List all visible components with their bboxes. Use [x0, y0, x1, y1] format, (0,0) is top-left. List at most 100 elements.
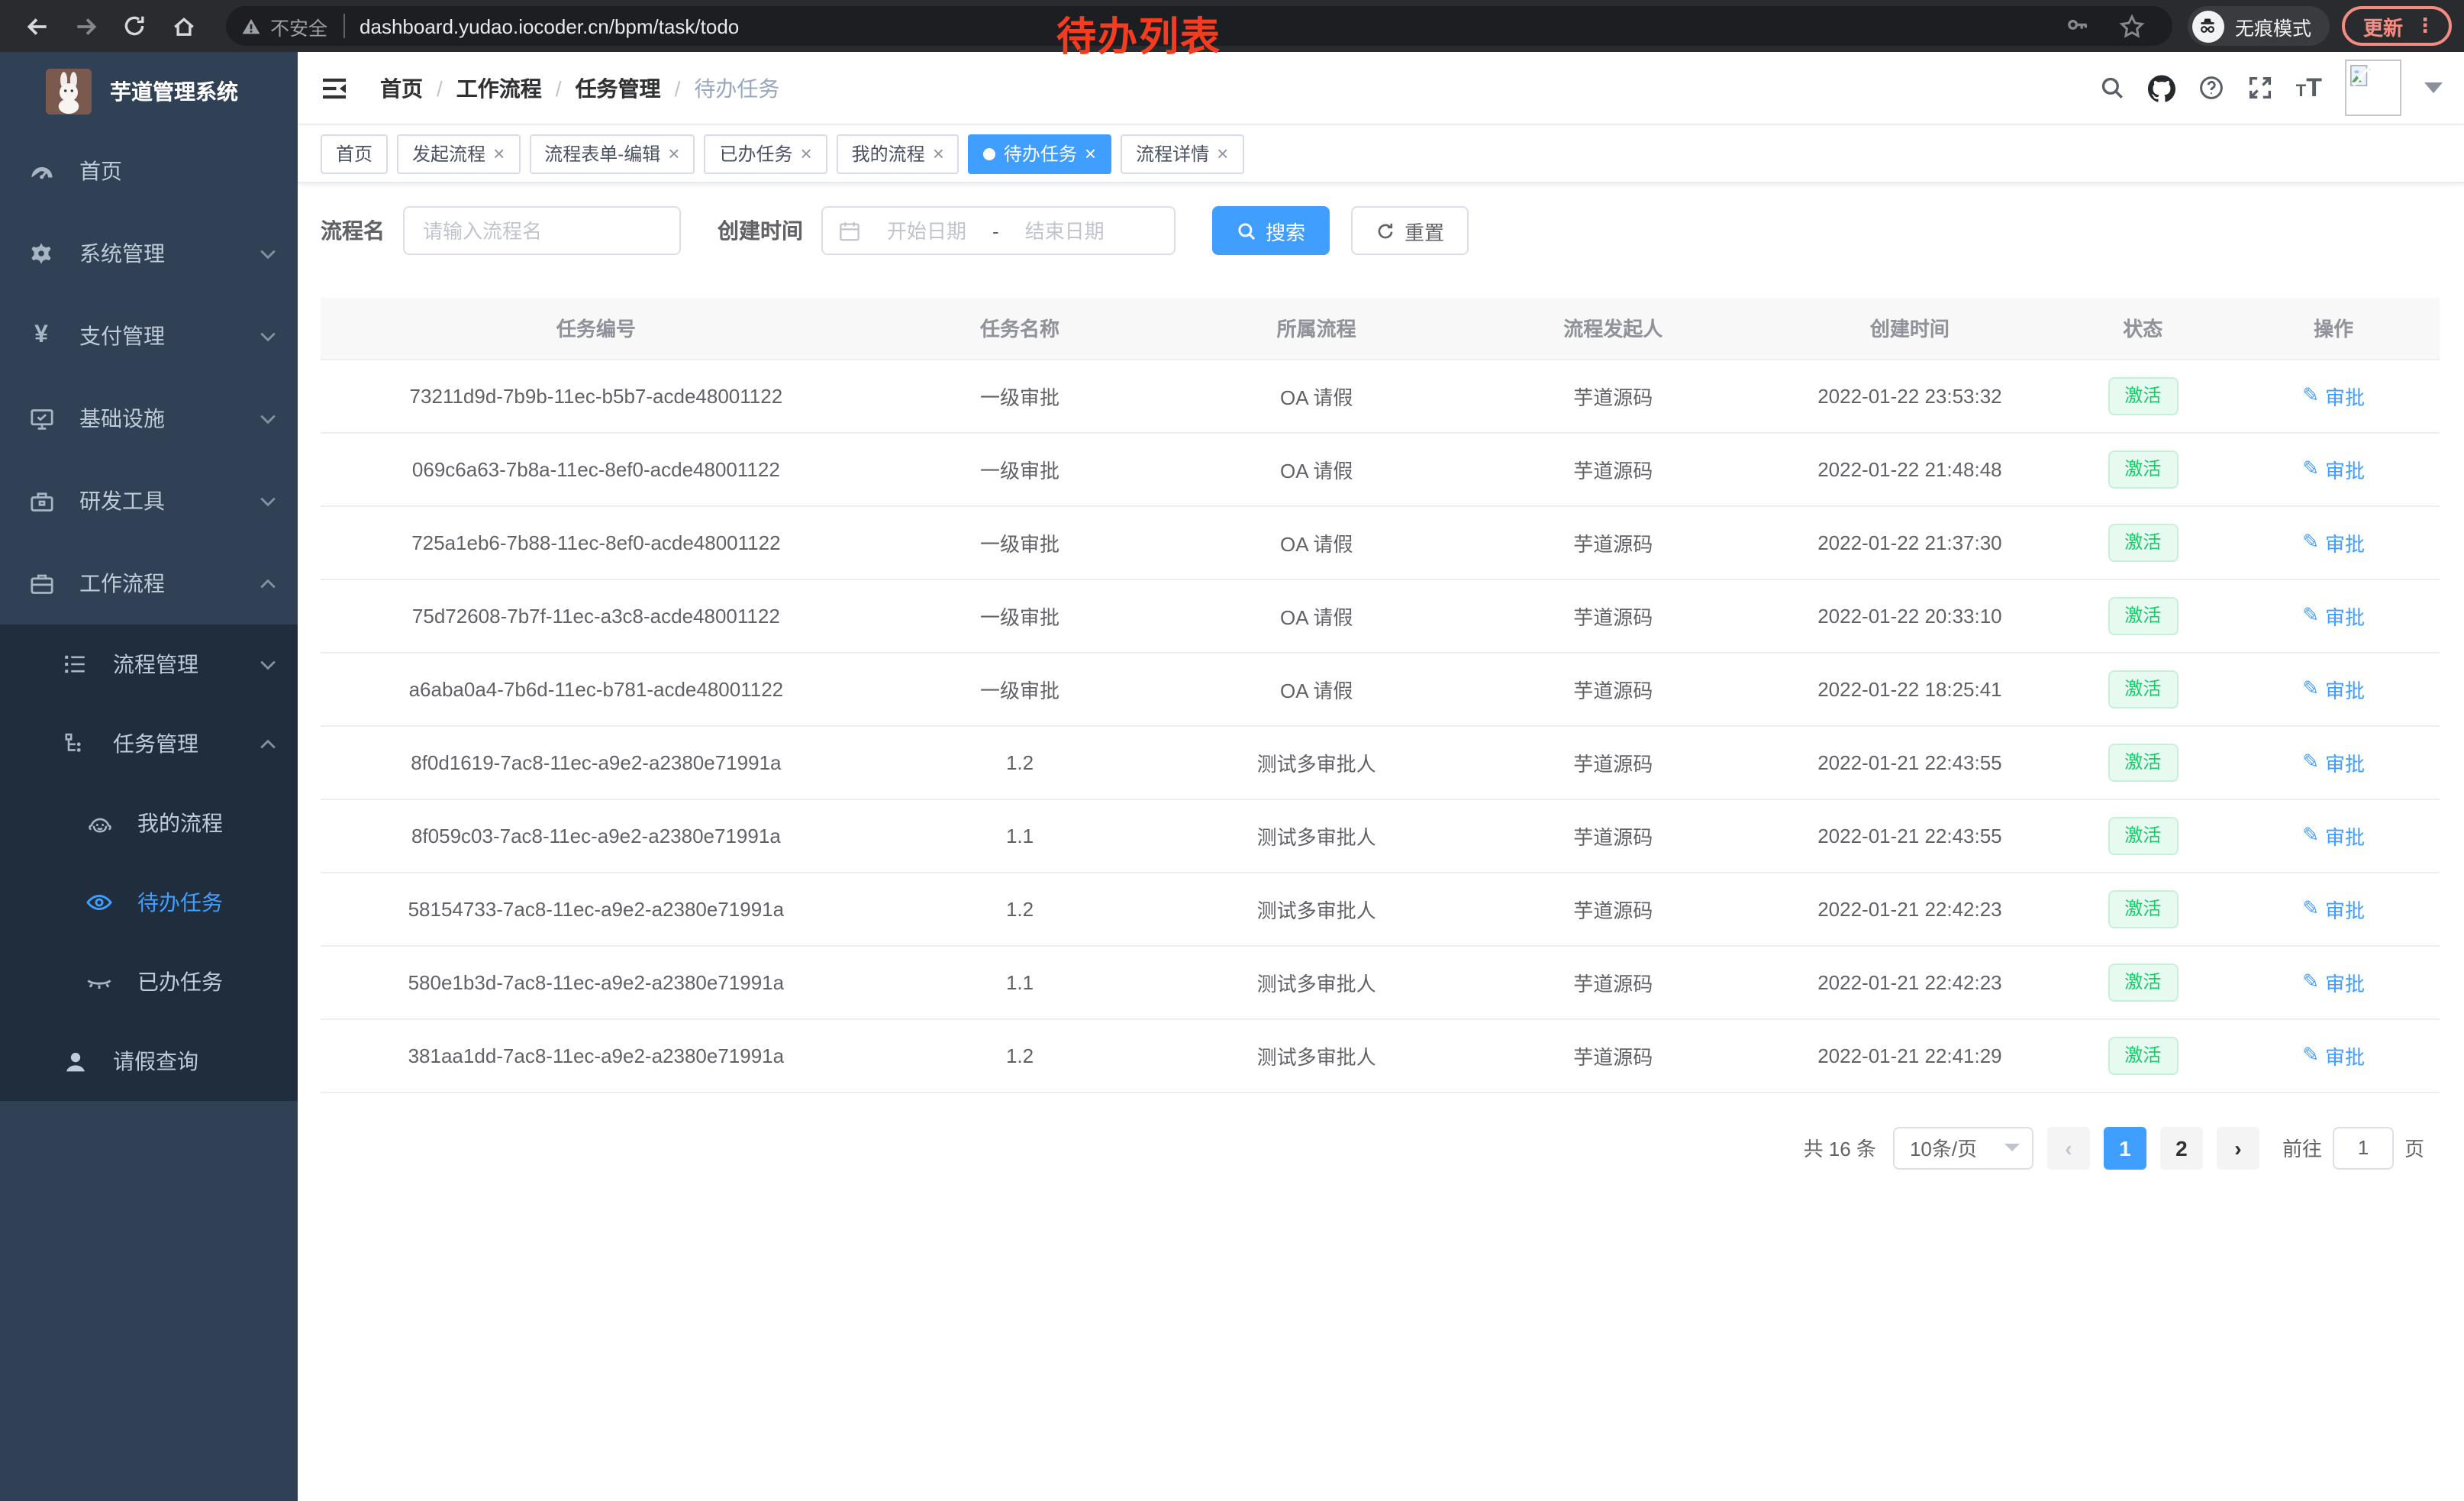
next-page-button[interactable]: ›: [2216, 1126, 2259, 1169]
security-label: 不安全: [270, 18, 328, 39]
app-logo[interactable]: 芋道管理系统: [0, 52, 298, 130]
reload-icon[interactable]: [118, 9, 151, 43]
tab-label: 流程表单-编辑: [544, 144, 661, 165]
sidebar-item-label: 系统管理: [79, 241, 165, 266]
chevron-down-icon: [260, 413, 276, 424]
pencil-icon: ✎: [2302, 603, 2320, 626]
tab-home[interactable]: 首页: [321, 134, 389, 173]
sidebar-item-my-process[interactable]: 我的流程: [0, 783, 298, 863]
back-icon[interactable]: [20, 9, 53, 43]
cell-task-name: 一级审批: [871, 579, 1169, 653]
sidebar-item-home[interactable]: 首页: [0, 130, 298, 212]
cell-starter: 芋道源码: [1465, 799, 1762, 873]
breadcrumb-task-mgmt[interactable]: 任务管理: [575, 76, 661, 100]
sidebar-item-infra[interactable]: 基础设施: [0, 377, 298, 460]
approve-link[interactable]: ✎ 审批: [2302, 454, 2365, 483]
active-dot-icon: [983, 147, 996, 160]
approve-link[interactable]: ✎ 审批: [2302, 1041, 2365, 1070]
cell-task-id: 58154733-7ac8-11ec-a9e2-a2380e71991a: [321, 872, 872, 946]
status-badge: 激活: [2108, 376, 2179, 415]
sidebar-item-system[interactable]: 系统管理: [0, 212, 298, 295]
cell-status: 激活: [2058, 652, 2228, 726]
close-icon[interactable]: ×: [932, 142, 944, 165]
sidebar-item-label: 首页: [79, 159, 122, 183]
update-button[interactable]: 更新 ⋮: [2341, 6, 2452, 46]
tab-todo-tasks[interactable]: 待办任务 ×: [968, 134, 1112, 173]
avatar-dropdown-icon[interactable]: [2424, 82, 2443, 93]
end-date-input[interactable]: [1008, 219, 1121, 242]
approve-link[interactable]: ✎ 审批: [2302, 747, 2365, 776]
approve-link[interactable]: ✎ 审批: [2302, 381, 2365, 410]
close-icon[interactable]: ×: [493, 142, 505, 165]
avatar[interactable]: [2345, 60, 2401, 116]
approve-link[interactable]: ✎ 审批: [2302, 601, 2365, 630]
prev-page-button[interactable]: ‹: [2046, 1126, 2090, 1169]
tab-done-tasks[interactable]: 已办任务 ×: [704, 134, 827, 173]
cell-action: ✎ 审批: [2227, 359, 2440, 433]
close-icon[interactable]: ×: [800, 142, 812, 165]
approve-label: 审批: [2325, 679, 2366, 702]
url-bar[interactable]: 不安全 dashboard.yudao.iocoder.cn/bpm/task/…: [226, 6, 2172, 46]
sidebar-item-done-tasks[interactable]: 已办任务: [0, 942, 298, 1022]
tab-form-edit[interactable]: 流程表单-编辑 ×: [529, 134, 695, 173]
sidebar-item-task-mgmt[interactable]: 任务管理: [0, 704, 298, 783]
security-chip[interactable]: 不安全: [241, 11, 327, 40]
browser-toolbar: 不安全 dashboard.yudao.iocoder.cn/bpm/task/…: [0, 0, 2464, 60]
approve-link[interactable]: ✎ 审批: [2302, 967, 2365, 996]
process-name-input[interactable]: [403, 206, 681, 255]
cell-task-name: 1.2: [871, 725, 1169, 799]
eye-closed-icon: [85, 968, 113, 996]
fullscreen-icon[interactable]: [2247, 75, 2273, 101]
tasks-table: 任务编号 任务名称 所属流程 流程发起人 创建时间 状态 操作 73211d9d…: [321, 298, 2440, 1093]
cell-task-name: 一级审批: [871, 432, 1169, 506]
search-button[interactable]: 搜索: [1212, 206, 1330, 255]
bookmark-star-icon[interactable]: [2116, 9, 2150, 43]
logo-image: [46, 68, 92, 114]
sidebar-item-todo-tasks[interactable]: 待办任务: [0, 863, 298, 942]
cell-status: 激活: [2058, 579, 2228, 653]
approve-link[interactable]: ✎ 审批: [2302, 894, 2365, 923]
close-icon[interactable]: ×: [1084, 142, 1097, 165]
home-icon[interactable]: [166, 9, 200, 43]
tab-process-detail[interactable]: 流程详情 ×: [1121, 134, 1244, 173]
sidebar-collapse-icon[interactable]: [319, 71, 353, 105]
breadcrumb-workflow[interactable]: 工作流程: [456, 76, 542, 100]
approve-link[interactable]: ✎ 审批: [2302, 528, 2365, 557]
help-icon[interactable]: [2198, 75, 2224, 101]
forward-icon[interactable]: [69, 9, 102, 43]
page-button-1[interactable]: 1: [2103, 1126, 2146, 1169]
browser-menu-icon[interactable]: ⋮: [2415, 14, 2435, 37]
status-badge: 激活: [2108, 670, 2179, 708]
breadcrumb-home[interactable]: 首页: [380, 76, 423, 100]
close-icon[interactable]: ×: [668, 142, 680, 165]
sidebar-item-leave-query[interactable]: 请假查询: [0, 1022, 298, 1101]
sidebar-item-devtools[interactable]: 研发工具: [0, 460, 298, 542]
status-badge: 激活: [2108, 596, 2179, 634]
reset-button[interactable]: 重置: [1351, 206, 1469, 255]
close-icon[interactable]: ×: [1217, 142, 1229, 165]
approve-link[interactable]: ✎ 审批: [2302, 821, 2365, 850]
cell-create-time: 2022-01-21 22:43:55: [1761, 725, 2059, 799]
cell-process: OA 请假: [1168, 579, 1465, 653]
page-button-2[interactable]: 2: [2159, 1126, 2203, 1169]
cell-process: 测试多审批人: [1168, 799, 1465, 873]
date-range-picker[interactable]: -: [821, 206, 1176, 255]
cell-starter: 芋道源码: [1465, 432, 1762, 506]
chevron-down-icon: [260, 659, 276, 670]
start-date-input[interactable]: [870, 219, 983, 242]
gauge-icon: [27, 158, 55, 184]
table-row: 8f0d1619-7ac8-11ec-a9e2-a2380e71991a 1.2…: [321, 725, 2440, 799]
page-size-select[interactable]: 10条/页: [1892, 1126, 2033, 1169]
search-icon[interactable]: [2099, 75, 2125, 101]
sidebar-item-workflow[interactable]: 工作流程: [0, 542, 298, 625]
sidebar-item-payment[interactable]: ¥ 支付管理: [0, 295, 298, 377]
tab-start-process[interactable]: 发起流程 ×: [397, 134, 521, 173]
github-icon[interactable]: [2147, 74, 2175, 102]
approve-link[interactable]: ✎ 审批: [2302, 674, 2365, 703]
cell-task-id: 069c6a63-7b8a-11ec-8ef0-acde48001122: [321, 432, 872, 506]
tab-my-process[interactable]: 我的流程 ×: [836, 134, 959, 173]
sidebar-item-process-mgmt[interactable]: 流程管理: [0, 625, 298, 704]
key-icon[interactable]: [2061, 9, 2095, 43]
goto-page-input[interactable]: [2332, 1126, 2394, 1169]
